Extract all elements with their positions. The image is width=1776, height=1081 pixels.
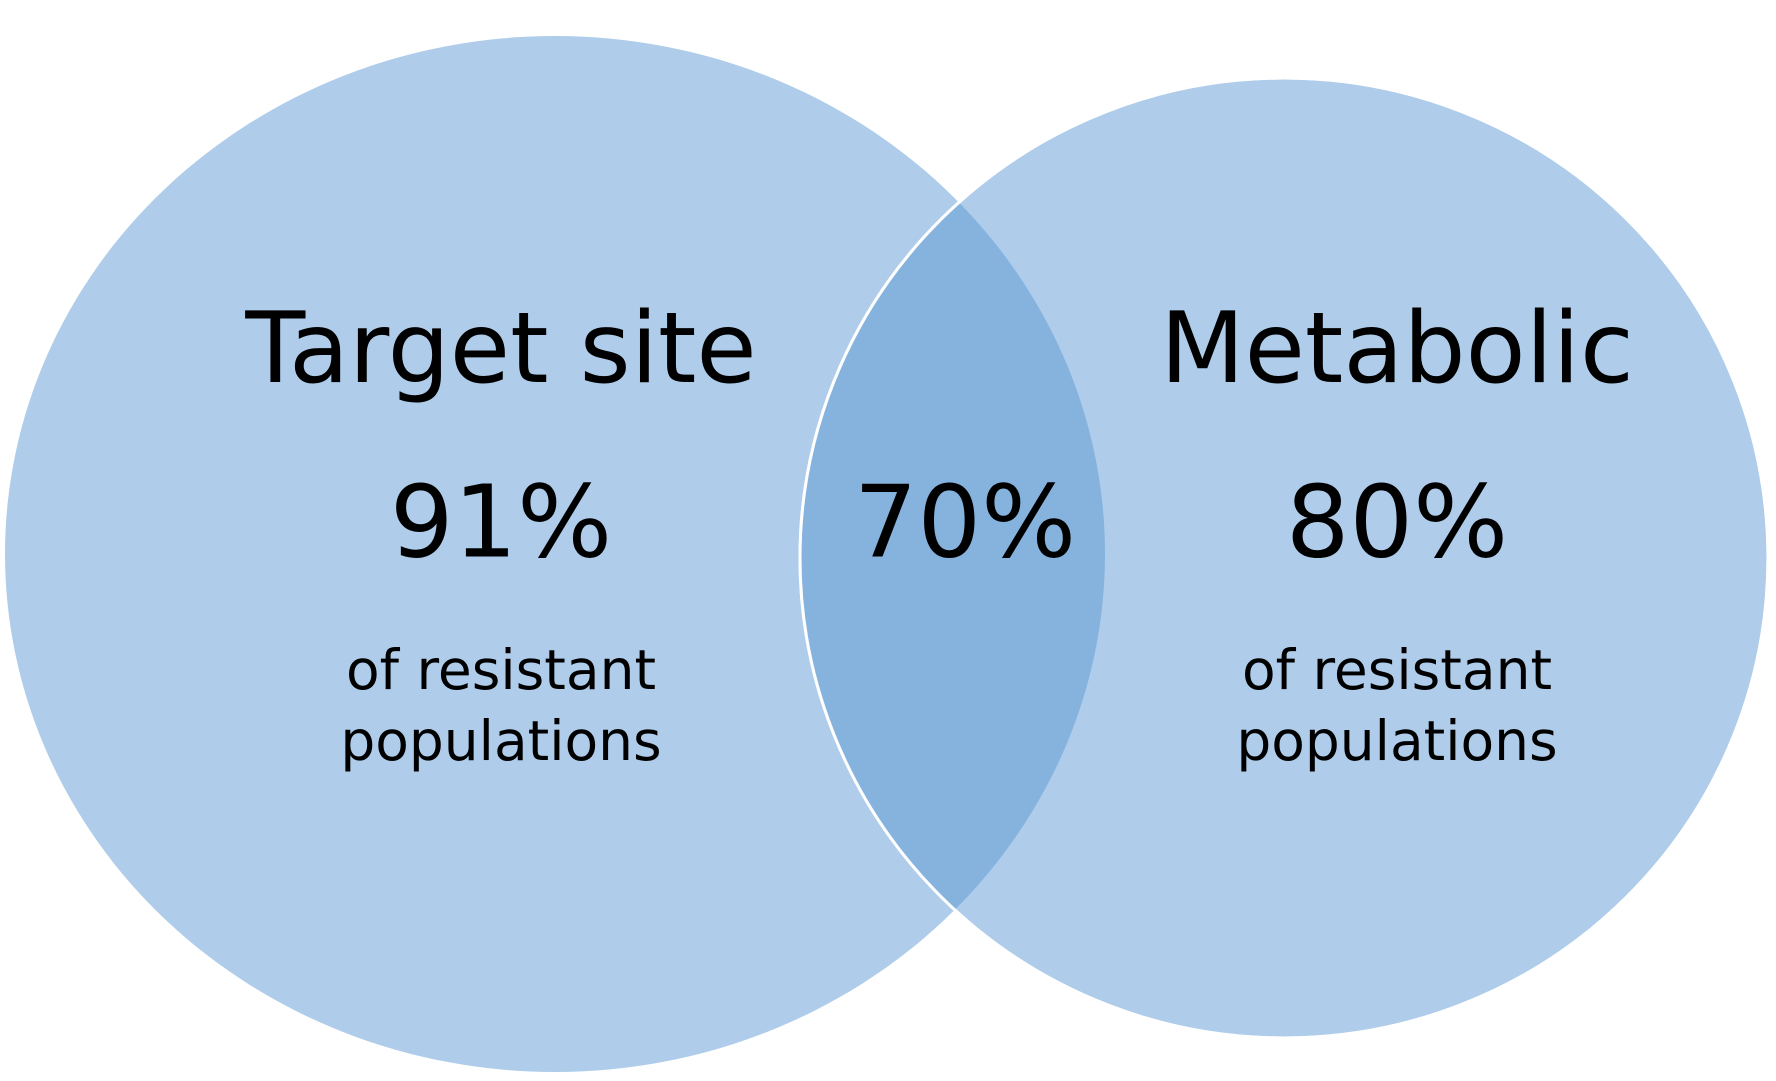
set-value: 80% (1286, 463, 1508, 580)
set-label: Metabolic (1160, 292, 1634, 406)
set-note: populations (340, 709, 661, 773)
set-value: 91% (390, 463, 612, 580)
set-circle (5, 36, 1105, 1072)
overlap-border (798, 76, 1770, 1040)
set-note: of resistant (1242, 638, 1552, 702)
overlap-value: 70% (854, 463, 1076, 580)
set-label: Target site (244, 292, 756, 406)
set-note: populations (1236, 709, 1557, 773)
set-note: of resistant (346, 638, 656, 702)
